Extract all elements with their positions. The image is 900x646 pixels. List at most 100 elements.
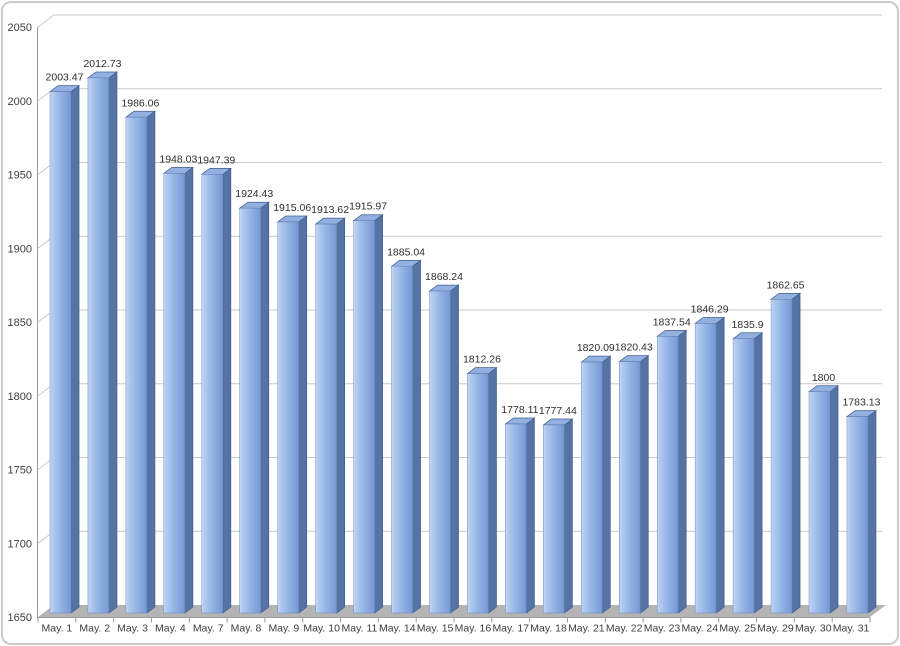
- bar-side-face: [526, 417, 535, 614]
- bar: [656, 336, 679, 614]
- x-axis-label: May. 23: [644, 623, 681, 635]
- bar-side-face: [867, 409, 877, 614]
- x-axis-label: May. 4: [155, 623, 186, 635]
- y-axis-tick-label: 2000: [8, 96, 32, 108]
- y-axis-tick-label: 1900: [8, 243, 32, 255]
- x-axis-label: May. 16: [455, 623, 492, 635]
- bar-side-face: [715, 316, 725, 614]
- x-axis-label: May. 18: [530, 623, 567, 635]
- bar-side-face: [753, 332, 763, 614]
- bar: [581, 361, 603, 614]
- bar-side-face: [791, 292, 801, 614]
- x-axis-label: May. 8: [231, 623, 262, 635]
- bar-value-label: 1800: [812, 372, 836, 384]
- bar-value-label: 1835.9: [732, 319, 764, 331]
- bar-value-label: 2012.73: [83, 58, 121, 70]
- bar-side-face: [677, 329, 687, 614]
- y-gridline: [37, 88, 882, 102]
- bar-value-label: 1947.39: [197, 154, 235, 166]
- x-axis-label: May. 1: [42, 623, 73, 635]
- bar: [732, 338, 755, 614]
- y-axis-tick-label: 2050: [8, 22, 32, 34]
- bar: [391, 266, 413, 614]
- bar-value-label: 1915.97: [349, 201, 387, 213]
- x-axis-label: May. 31: [833, 623, 870, 635]
- x-axis-label: May. 10: [303, 623, 340, 635]
- x-axis-label: May. 30: [795, 623, 832, 635]
- bar-side-face: [639, 354, 649, 614]
- bar-side-face: [488, 366, 497, 614]
- bar-side-face: [450, 284, 459, 614]
- bar-side-face: [108, 71, 118, 614]
- bar: [315, 223, 337, 614]
- bar-value-label: 1837.54: [653, 316, 691, 328]
- x-axis-label: May. 22: [606, 623, 643, 635]
- bar: [429, 290, 451, 614]
- x-axis-label: May. 11: [342, 623, 378, 635]
- bar-side-face: [146, 110, 156, 614]
- bar-value-label: 1820.09: [577, 342, 615, 354]
- bar-side-face: [829, 385, 839, 614]
- x-axis-label: May. 9: [268, 623, 299, 635]
- bar: [239, 207, 261, 614]
- bar-side-face: [298, 215, 308, 614]
- bar-side-face: [70, 84, 80, 614]
- bar-value-label: 1820.43: [615, 342, 653, 354]
- y-axis-tick-label: 1700: [8, 538, 32, 550]
- bar-value-label: 1862.65: [767, 279, 805, 291]
- bar: [543, 424, 565, 614]
- x-axis-label: May. 24: [682, 623, 719, 635]
- bar-value-label: 1915.06: [273, 202, 311, 214]
- bar-side-face: [222, 167, 232, 614]
- x-axis-label: May. 3: [117, 623, 148, 635]
- bar-value-label: 1778.11: [501, 404, 538, 416]
- bar: [201, 174, 224, 614]
- bar: [353, 220, 375, 614]
- y-axis-tick-label: 1950: [8, 170, 32, 182]
- x-axis-label: May. 15: [417, 623, 454, 635]
- bar-side-face: [601, 355, 611, 614]
- x-axis-label: May. 17: [492, 623, 529, 635]
- bar-side-face: [184, 166, 194, 614]
- bar-value-label: 1868.24: [425, 271, 463, 283]
- y-axis-tick-label: 1850: [8, 317, 32, 329]
- x-axis-label: May. 14: [379, 623, 416, 635]
- bar-side-face: [374, 213, 383, 614]
- y-gridline: [37, 14, 882, 28]
- bar-side-face: [336, 217, 346, 614]
- x-axis-label: May. 21: [568, 623, 605, 635]
- bar: [846, 416, 869, 614]
- bar-value-label: 2003.47: [46, 72, 84, 84]
- bar-value-label: 1783.13: [842, 397, 880, 409]
- bar-value-label: 1924.43: [235, 188, 273, 200]
- bar-value-label: 1885.04: [387, 246, 425, 258]
- x-axis-label: May. 25: [719, 623, 756, 635]
- bar: [505, 423, 527, 614]
- bar-value-label: 1777.44: [539, 405, 577, 417]
- bar-side-face: [260, 201, 270, 614]
- bar: [87, 77, 110, 614]
- bar: [619, 361, 641, 614]
- bar: [163, 173, 186, 614]
- bar: [694, 323, 717, 614]
- bar-side-face: [412, 259, 421, 614]
- y-axis-tick-label: 1750: [8, 465, 32, 477]
- bar: [808, 391, 831, 614]
- bar-value-label: 1846.29: [691, 303, 729, 315]
- bar: [770, 299, 793, 614]
- bar-value-label: 1948.03: [159, 153, 197, 165]
- bar: [49, 91, 72, 614]
- bar: [277, 221, 299, 614]
- x-axis-label: May. 29: [757, 623, 794, 635]
- x-axis-label: May. 2: [79, 623, 110, 635]
- y-axis-tick-label: 1800: [8, 391, 32, 403]
- y-axis-tick-label: 1650: [8, 612, 32, 624]
- bar-value-label: 1812.26: [463, 354, 501, 366]
- bar: [467, 373, 489, 614]
- x-axis-label: May. 7: [193, 623, 224, 635]
- bar: [125, 117, 148, 614]
- bar-side-face: [563, 418, 573, 614]
- bar-value-label: 1913.62: [311, 204, 349, 216]
